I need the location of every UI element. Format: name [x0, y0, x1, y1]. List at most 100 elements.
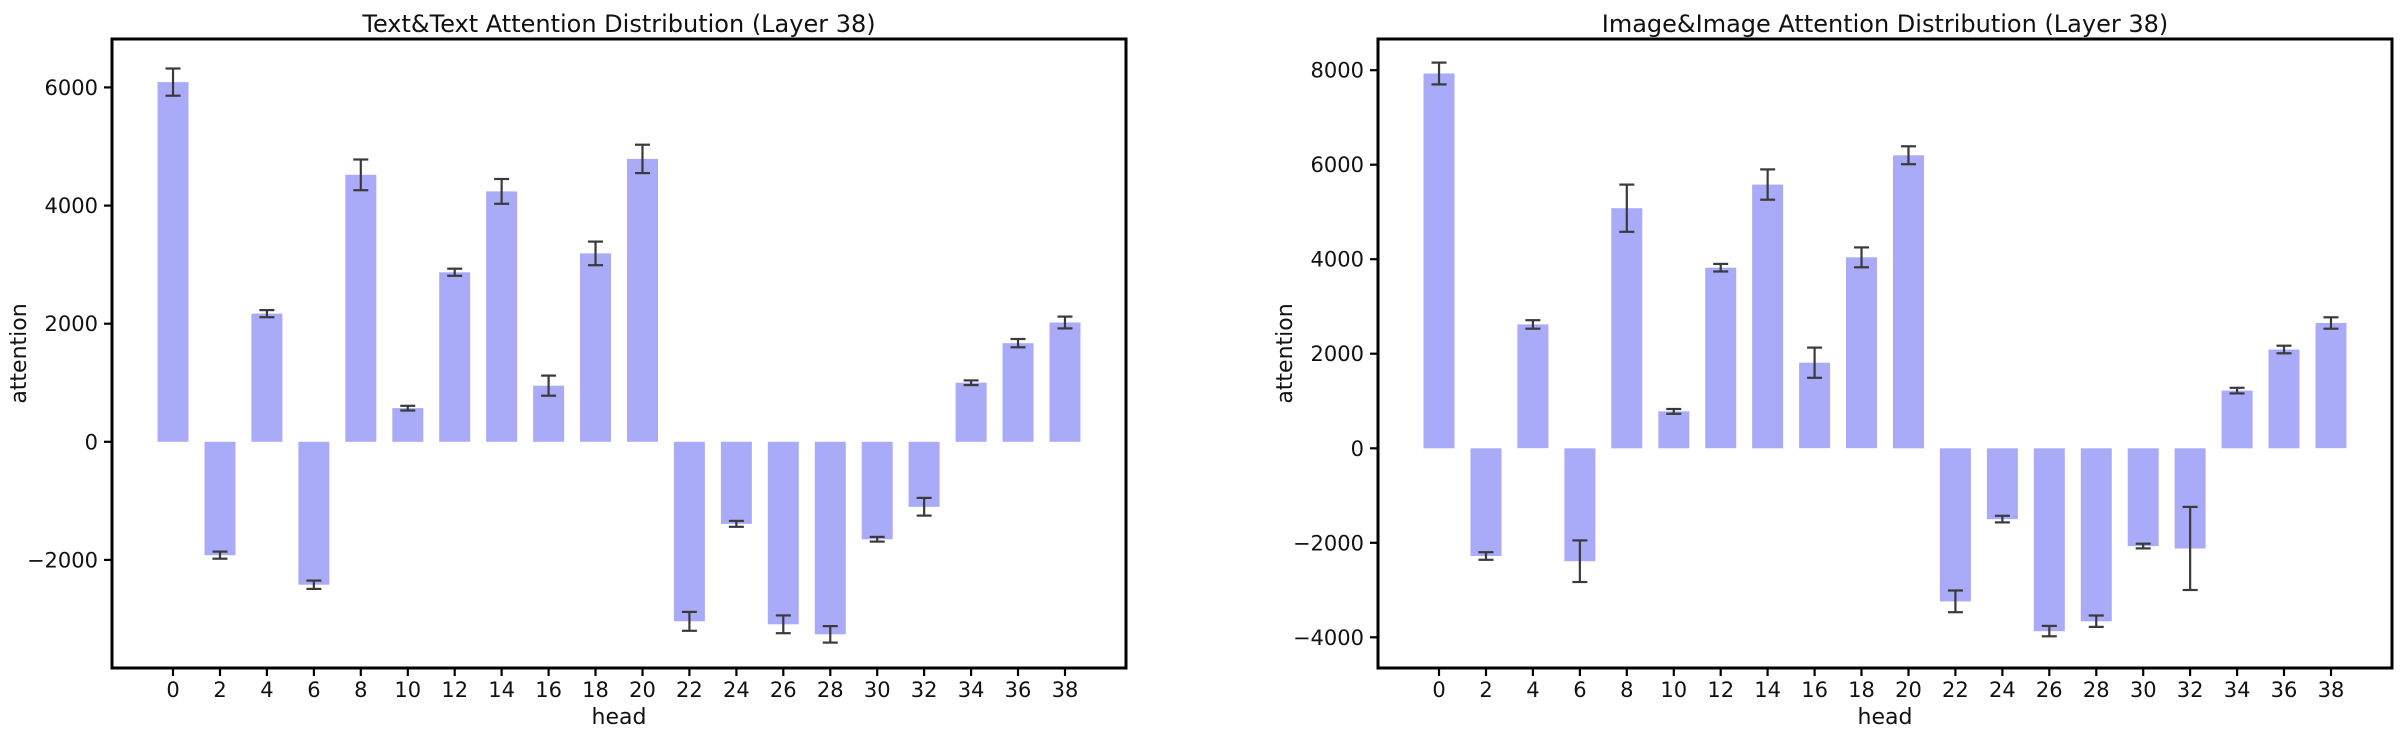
bar-head-28: [2080, 448, 2112, 622]
bar-head-10: [392, 408, 424, 442]
error-bar-head-28: [822, 624, 838, 644]
bar-head-2: [1470, 448, 1502, 556]
x-tick-label: 22: [1942, 678, 1969, 702]
error-bar-head-14: [494, 177, 510, 205]
error-bar-head-8: [353, 158, 369, 192]
x-tick-label: 24: [723, 678, 750, 702]
x-tick-label: 16: [1801, 678, 1828, 702]
plot-frame: [110, 37, 1128, 670]
bar-head-36: [2268, 349, 2300, 449]
error-bar-head-28: [2088, 614, 2104, 629]
bar-head-26: [767, 441, 799, 625]
bar-head-36: [1002, 343, 1034, 442]
x-tick-label: 10: [394, 678, 421, 702]
x-tick-label: 18: [582, 678, 609, 702]
error-bar-head-6: [1572, 539, 1588, 584]
bar-head-30: [2127, 448, 2159, 547]
bar-head-8: [345, 174, 377, 442]
bar-head-22: [673, 441, 705, 622]
x-tick-label: 36: [1005, 678, 1032, 702]
x-tick-label: 14: [488, 678, 515, 702]
y-tick-label: 2000: [45, 312, 98, 336]
error-bar-head-10: [1666, 407, 1682, 415]
x-tick-label: 34: [2224, 678, 2251, 702]
x-tick-label: 6: [1573, 678, 1586, 702]
x-tick-label: 12: [441, 678, 468, 702]
y-axis-label: attention: [7, 303, 32, 403]
x-tick-label: 28: [817, 678, 844, 702]
error-bar-head-2: [1478, 551, 1494, 561]
error-bar-head-30: [869, 535, 885, 543]
error-bar-head-36: [2276, 344, 2292, 355]
chart-title-image-image: Image&Image Attention Distribution (Laye…: [1601, 10, 2169, 38]
chart-panel-text-text: Text&Text Attention Distribution (Layer …: [0, 0, 1160, 734]
bar-head-4: [1517, 324, 1549, 449]
x-tick-label: 20: [1895, 678, 1922, 702]
error-bar-head-18: [1854, 246, 1870, 269]
x-tick-label: 2: [1479, 678, 1492, 702]
bar-head-26: [2033, 448, 2065, 632]
error-bar-head-24: [728, 519, 744, 528]
bar-head-14: [486, 191, 518, 442]
x-tick-label: 0: [1432, 678, 1445, 702]
x-axis-label: head: [1858, 705, 1913, 730]
error-bar-head-20: [634, 143, 650, 175]
bar-head-38: [2315, 323, 2347, 449]
x-tick-label: 18: [1848, 678, 1875, 702]
bar-head-18: [1846, 257, 1877, 449]
error-bar-head-34: [2229, 386, 2245, 395]
error-bar-head-26: [2041, 624, 2057, 638]
error-bar-head-20: [1900, 145, 1916, 166]
error-bar-head-4: [1525, 319, 1541, 330]
bar-head-14: [1752, 184, 1784, 449]
bar-head-38: [1049, 322, 1081, 442]
error-bar-head-16: [1807, 346, 1823, 379]
chart-panel-image-image: Image&Image Attention Distribution (Laye…: [1266, 0, 2402, 734]
x-tick-label: 30: [864, 678, 891, 702]
error-bar-head-12: [447, 267, 463, 277]
bar-head-20: [627, 158, 658, 442]
error-bar-head-24: [1994, 514, 2010, 524]
error-bar-head-18: [588, 240, 604, 267]
x-tick-label: 38: [2318, 678, 2345, 702]
error-bar-head-26: [775, 614, 791, 635]
y-tick-label: −2000: [27, 548, 98, 572]
x-tick-label: 26: [770, 678, 797, 702]
bar-head-28: [814, 441, 846, 635]
bar-head-18: [580, 253, 611, 442]
bar-head-0: [157, 82, 189, 442]
error-bar-head-2: [212, 550, 228, 560]
error-bar-head-14: [1760, 168, 1776, 201]
x-tick-label: 34: [958, 678, 985, 702]
x-tick-label: 36: [2271, 678, 2298, 702]
bar-head-10: [1658, 411, 1690, 449]
bar-head-22: [1939, 448, 1971, 602]
x-tick-label: 6: [307, 678, 320, 702]
bar-head-8: [1611, 208, 1643, 449]
bar-head-30: [861, 441, 893, 540]
error-bar-head-30: [2135, 542, 2151, 550]
error-bar-head-0: [1431, 61, 1447, 86]
x-tick-label: 4: [1526, 678, 1539, 702]
x-axis-label: head: [592, 705, 647, 730]
bar-head-32: [908, 441, 940, 507]
y-tick-label: 6000: [45, 76, 98, 100]
x-tick-label: 22: [676, 678, 703, 702]
x-tick-label: 20: [629, 678, 656, 702]
error-bar-head-0: [165, 67, 181, 97]
x-tick-label: 14: [1754, 678, 1781, 702]
y-axis-label: attention: [1273, 303, 1298, 403]
error-bar-head-32: [2182, 505, 2198, 592]
bar-head-24: [1986, 448, 2018, 520]
bar-head-20: [1893, 155, 1924, 449]
error-bar-head-4: [259, 309, 275, 319]
x-tick-label: 0: [166, 678, 179, 702]
bar-head-4: [251, 313, 283, 442]
error-bar-head-6: [306, 579, 322, 591]
y-tick-label: 4000: [1311, 248, 1364, 272]
bar-head-34: [955, 382, 987, 442]
error-bar-head-34: [963, 379, 979, 387]
y-tick-label: 6000: [1311, 153, 1364, 177]
bar-head-34: [2221, 390, 2253, 449]
